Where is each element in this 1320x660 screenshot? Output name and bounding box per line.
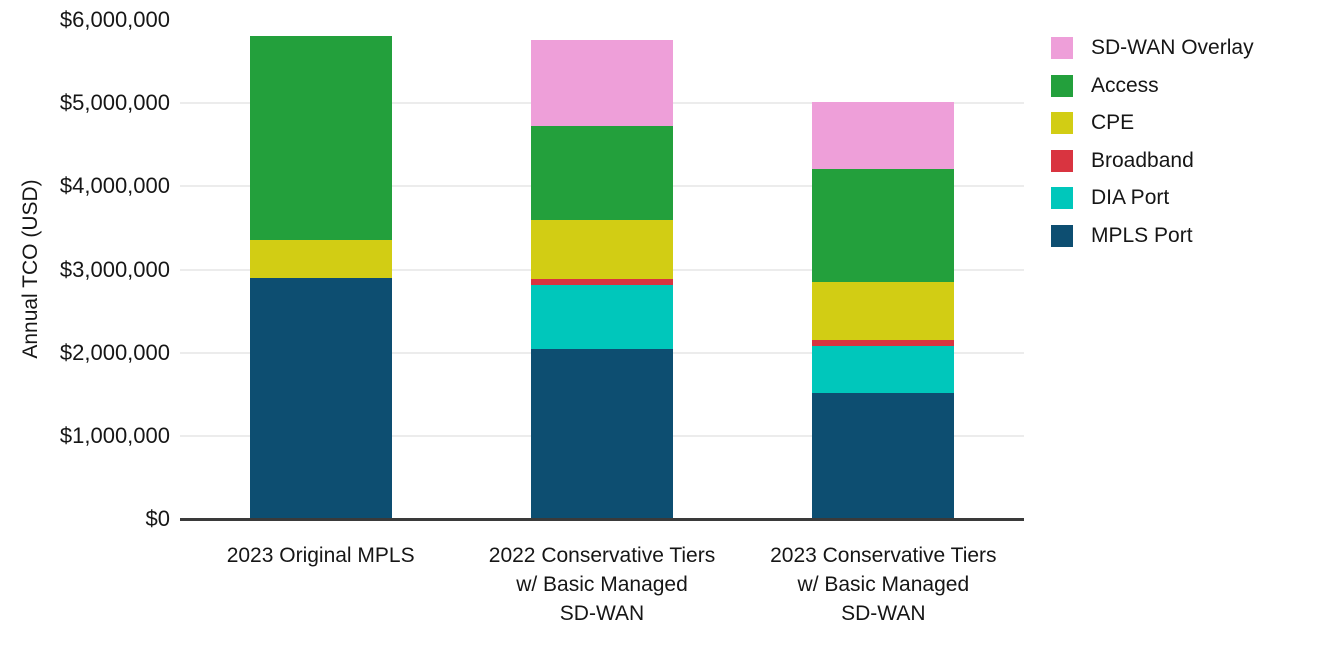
legend-swatch-icon: [1051, 37, 1073, 59]
legend-item-dia-port: DIA Port: [1051, 186, 1170, 209]
bar-segment-sd-wan-overlay: [531, 40, 673, 126]
x-axis-label-line: 2023 Conservative Tiers: [770, 544, 997, 567]
bar-segment-dia-port: [812, 346, 955, 393]
y-tick-label: $3,000,000: [59, 256, 170, 282]
legend-item-broadband: Broadband: [1051, 148, 1194, 172]
bar-segment-sd-wan-overlay: [812, 101, 955, 169]
legend-item-cpe: CPE: [1051, 111, 1135, 134]
bar-segment-broadband: [531, 278, 673, 285]
legend-swatch-icon: [1051, 112, 1073, 134]
bar-segment-mpls-port: [531, 349, 673, 519]
bar-segment-mpls-port: [249, 277, 392, 519]
x-axis-label-line: SD-WAN: [841, 602, 926, 625]
legend-label: Broadband: [1091, 148, 1194, 172]
x-axis-label-line: SD-WAN: [559, 602, 645, 625]
legend-swatch-icon: [1051, 224, 1073, 247]
legend-label: Access: [1091, 73, 1159, 97]
legend-label: MPLS Port: [1091, 223, 1193, 247]
bar-segment-access: [249, 35, 392, 240]
bar-segment-mpls-port: [812, 392, 955, 519]
x-axis-label: 2023 Original MPLS: [180, 541, 462, 570]
legend-swatch-icon: [1051, 149, 1073, 172]
y-tick-label: $4,000,000: [59, 173, 170, 199]
legend-swatch-icon: [1051, 74, 1073, 97]
bar-segment-access: [812, 168, 955, 282]
x-axis-line: [180, 518, 1024, 521]
bar-segment-dia-port: [531, 284, 673, 350]
legend-label: DIA Port: [1091, 186, 1170, 209]
x-axis-label-line: 2023 Original MPLS: [226, 544, 415, 567]
x-axis-label: 2022 Conservative Tiers w/ Basic Managed S…: [461, 541, 743, 628]
y-tick-label: $6,000,000: [59, 7, 170, 32]
bar-segment-access: [531, 125, 673, 221]
legend-label: SD-WAN Overlay: [1091, 36, 1254, 59]
legend-item-sd-wan-overlay: SD-WAN Overlay: [1051, 36, 1254, 59]
y-tick-label: $5,000,000: [59, 90, 170, 116]
bar-segment-broadband: [812, 340, 955, 347]
x-axis-label-line: 2022 Conservative Tiers: [488, 544, 716, 567]
y-tick-label: $0: [145, 506, 170, 531]
x-axis-label: 2023 Conservative Tiers w/ Basic Managed S…: [742, 541, 1024, 628]
x-axis-label-line: w/ Basic Managed: [516, 573, 688, 596]
legend-swatch-icon: [1051, 187, 1073, 209]
bar-segment-cpe: [812, 281, 955, 341]
y-tick-label: $1,000,000: [59, 422, 170, 448]
bar-segment-cpe: [249, 239, 392, 278]
bar-segment-cpe: [531, 220, 673, 279]
x-axis-label-line: w/ Basic Managed: [797, 573, 970, 596]
y-tick-label: $2,000,000: [59, 339, 170, 365]
legend-item-access: Access: [1051, 73, 1159, 97]
legend-label: CPE: [1091, 111, 1135, 134]
legend-item-mpls-port: MPLS Port: [1051, 223, 1193, 247]
